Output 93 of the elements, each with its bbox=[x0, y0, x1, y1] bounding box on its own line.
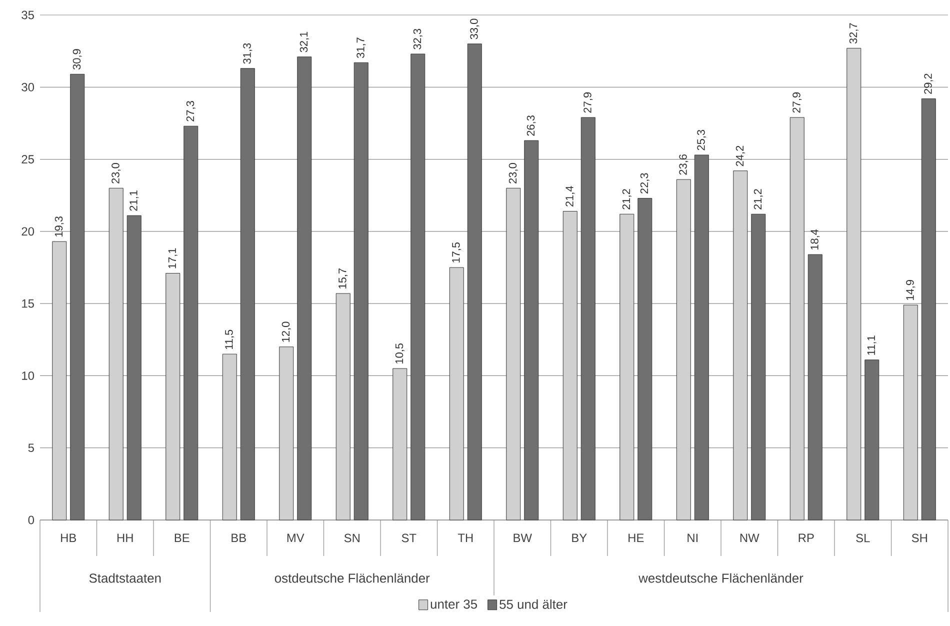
data-label: 29,2 bbox=[924, 74, 934, 94]
x-tick-label: SN bbox=[344, 534, 360, 542]
bar bbox=[638, 198, 652, 520]
bar bbox=[751, 214, 766, 520]
data-label: 21,2 bbox=[622, 189, 632, 210]
bar bbox=[166, 273, 180, 520]
y-tick-label: 10 bbox=[22, 371, 34, 380]
bar bbox=[184, 126, 198, 520]
data-label: 24,2 bbox=[736, 146, 745, 166]
data-label: 21,2 bbox=[754, 189, 763, 210]
bar bbox=[279, 346, 294, 520]
x-tick-label: HE bbox=[628, 534, 644, 542]
bar bbox=[694, 154, 709, 520]
data-label: 21,4 bbox=[566, 186, 575, 206]
y-tick-label: 0 bbox=[28, 516, 34, 524]
y-tick-label: 20 bbox=[22, 227, 34, 236]
x-tick-label: ST bbox=[402, 534, 416, 542]
bar bbox=[676, 179, 691, 520]
bar bbox=[297, 56, 312, 520]
x-tick-label: HH bbox=[117, 534, 133, 542]
data-label: 17,5 bbox=[452, 242, 462, 262]
data-label: 22,3 bbox=[640, 173, 650, 194]
y-tick-label: 15 bbox=[22, 299, 34, 308]
data-label: 10,5 bbox=[395, 343, 404, 364]
x-tick-label: BB bbox=[232, 534, 246, 542]
bar bbox=[70, 74, 85, 520]
data-label: 23,6 bbox=[679, 154, 688, 175]
text: ostdeutsche Flächenländer bbox=[274, 573, 430, 583]
bar bbox=[864, 360, 880, 520]
bar bbox=[222, 354, 237, 520]
x-tick-label: MV bbox=[287, 534, 304, 542]
x-tick-label: NI bbox=[688, 534, 698, 542]
x-tick-label: SH bbox=[912, 534, 927, 542]
bar bbox=[336, 293, 350, 520]
bar bbox=[562, 210, 578, 520]
legend-label: unter 35 bbox=[430, 600, 478, 609]
data-label: 26,3 bbox=[526, 115, 536, 136]
bar bbox=[580, 117, 596, 520]
data-label: 17,1 bbox=[168, 248, 178, 268]
data-label: 15,7 bbox=[338, 268, 348, 288]
data-label: 32,1 bbox=[300, 32, 309, 52]
data-label: 33,0 bbox=[470, 18, 480, 40]
x-tick-label: BW bbox=[514, 534, 532, 542]
data-label: 31,7 bbox=[356, 38, 366, 58]
x-tick-label: HB bbox=[61, 534, 76, 542]
x-tick-label: SL bbox=[856, 534, 870, 542]
text: westdeutsche Flächenländer bbox=[638, 573, 804, 583]
bar bbox=[506, 188, 521, 520]
bar bbox=[921, 98, 936, 520]
y-tick-label: 5 bbox=[28, 444, 34, 452]
y-tick-label: 25 bbox=[22, 155, 34, 164]
x-tick-label: RP bbox=[798, 534, 814, 542]
data-label: 27,9 bbox=[792, 92, 802, 113]
bar bbox=[392, 368, 408, 520]
y-tick-label: 35 bbox=[22, 10, 34, 20]
data-label: 31,3 bbox=[243, 43, 252, 64]
data-label: 32,7 bbox=[849, 23, 858, 44]
bar bbox=[52, 241, 67, 520]
bar bbox=[808, 254, 822, 520]
x-tick-label: BY bbox=[572, 534, 587, 542]
y-tick-label: 30 bbox=[22, 82, 34, 92]
x-tick-label: BE bbox=[174, 534, 190, 542]
bar bbox=[108, 188, 124, 520]
bar bbox=[240, 68, 255, 520]
data-label: 30,9 bbox=[72, 49, 82, 70]
bar bbox=[903, 304, 918, 520]
data-label: 14,9 bbox=[906, 280, 916, 300]
bar bbox=[790, 117, 804, 520]
bar bbox=[449, 267, 464, 520]
bar bbox=[620, 214, 634, 520]
data-label: 18,4 bbox=[810, 229, 820, 250]
legend-label: 55 und älter bbox=[500, 599, 568, 609]
bar bbox=[467, 44, 482, 520]
data-label: 23,0 bbox=[508, 163, 518, 184]
bar bbox=[410, 54, 426, 520]
bar bbox=[846, 48, 862, 520]
data-label: 27,9 bbox=[584, 92, 593, 113]
bar bbox=[126, 215, 142, 520]
data-label: 32,3 bbox=[413, 28, 422, 50]
bar bbox=[524, 140, 539, 520]
x-tick-label: TH bbox=[458, 534, 473, 542]
bar bbox=[733, 170, 748, 520]
data-label: 25,3 bbox=[697, 130, 706, 150]
data-label: 12,0 bbox=[282, 322, 291, 342]
data-label: 11,1 bbox=[867, 336, 876, 355]
data-label: 11,5 bbox=[225, 330, 234, 350]
data-label: 27,3 bbox=[186, 101, 196, 122]
text: Stadtstaaten bbox=[89, 573, 161, 583]
data-label: 19,3 bbox=[54, 216, 64, 236]
data-label: 21,1 bbox=[130, 190, 139, 211]
data-label: 23,0 bbox=[112, 163, 121, 184]
bar bbox=[354, 62, 368, 520]
x-tick-label: NW bbox=[740, 534, 760, 542]
